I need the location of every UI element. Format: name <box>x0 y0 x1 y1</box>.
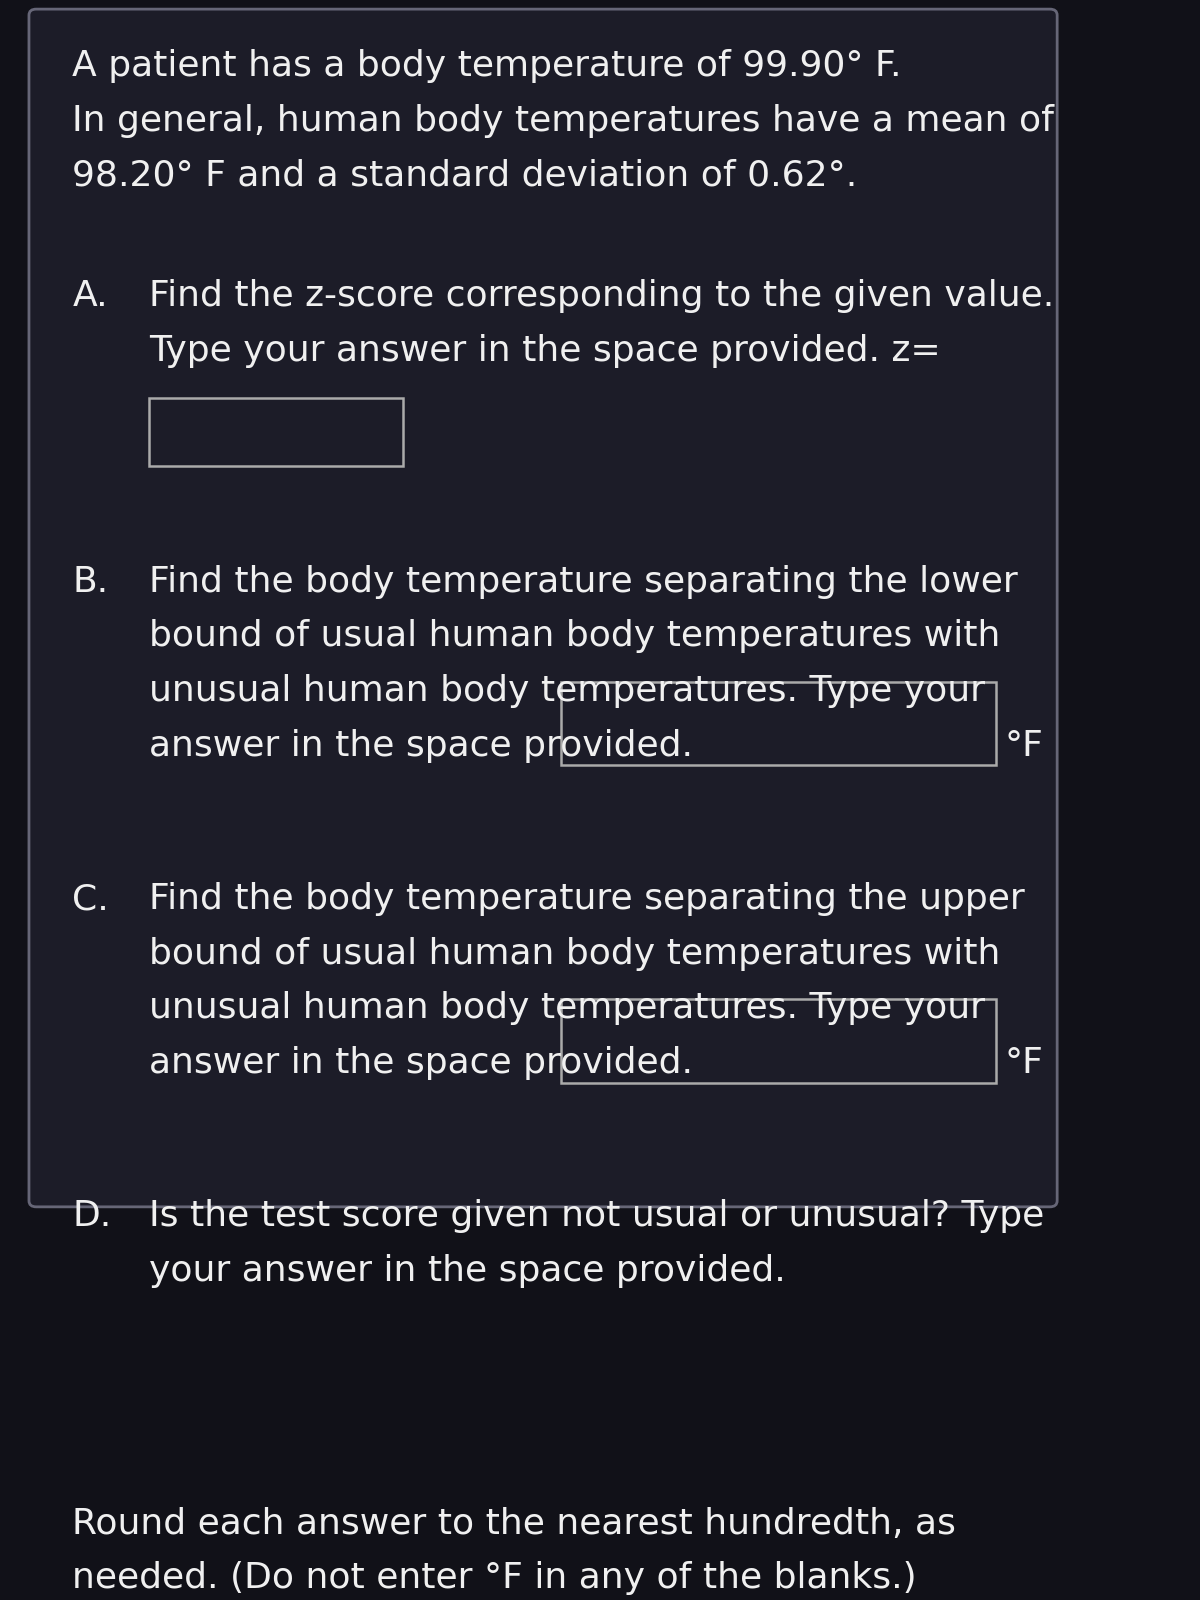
FancyBboxPatch shape <box>29 10 1057 1206</box>
Text: A.: A. <box>72 280 108 314</box>
Text: unusual human body temperatures. Type your: unusual human body temperatures. Type yo… <box>149 992 985 1026</box>
Text: bound of usual human body temperatures with: bound of usual human body temperatures w… <box>149 936 1001 971</box>
Text: needed. (Do not enter °F in any of the blanks.): needed. (Do not enter °F in any of the b… <box>72 1562 917 1595</box>
Text: C.: C. <box>72 882 109 917</box>
Text: D.: D. <box>72 1200 112 1234</box>
Text: °F: °F <box>1004 1046 1044 1080</box>
FancyBboxPatch shape <box>149 398 403 466</box>
Text: Round each answer to the nearest hundredth, as: Round each answer to the nearest hundred… <box>72 1507 956 1541</box>
Text: °F: °F <box>1004 730 1044 763</box>
Text: In general, human body temperatures have a mean of: In general, human body temperatures have… <box>72 104 1055 138</box>
Text: B.: B. <box>72 565 108 598</box>
Text: A patient has a body temperature of 99.90° F.: A patient has a body temperature of 99.9… <box>72 50 902 83</box>
Text: Is the test score given not usual or unusual? Type: Is the test score given not usual or unu… <box>149 1200 1044 1234</box>
FancyBboxPatch shape <box>562 682 996 765</box>
Text: unusual human body temperatures. Type your: unusual human body temperatures. Type yo… <box>149 674 985 709</box>
Text: bound of usual human body temperatures with: bound of usual human body temperatures w… <box>149 619 1001 653</box>
Text: your answer in the space provided.: your answer in the space provided. <box>149 1254 786 1288</box>
Text: Type your answer in the space provided. z=: Type your answer in the space provided. … <box>149 334 941 368</box>
Text: answer in the space provided.: answer in the space provided. <box>149 730 694 763</box>
FancyBboxPatch shape <box>149 1318 403 1386</box>
Text: Find the z-score corresponding to the given value.: Find the z-score corresponding to the gi… <box>149 280 1055 314</box>
Text: answer in the space provided.: answer in the space provided. <box>149 1046 694 1080</box>
Text: Find the body temperature separating the lower: Find the body temperature separating the… <box>149 565 1018 598</box>
Text: Find the body temperature separating the upper: Find the body temperature separating the… <box>149 882 1025 917</box>
Text: 98.20° F and a standard deviation of 0.62°.: 98.20° F and a standard deviation of 0.6… <box>72 158 858 194</box>
FancyBboxPatch shape <box>562 998 996 1083</box>
